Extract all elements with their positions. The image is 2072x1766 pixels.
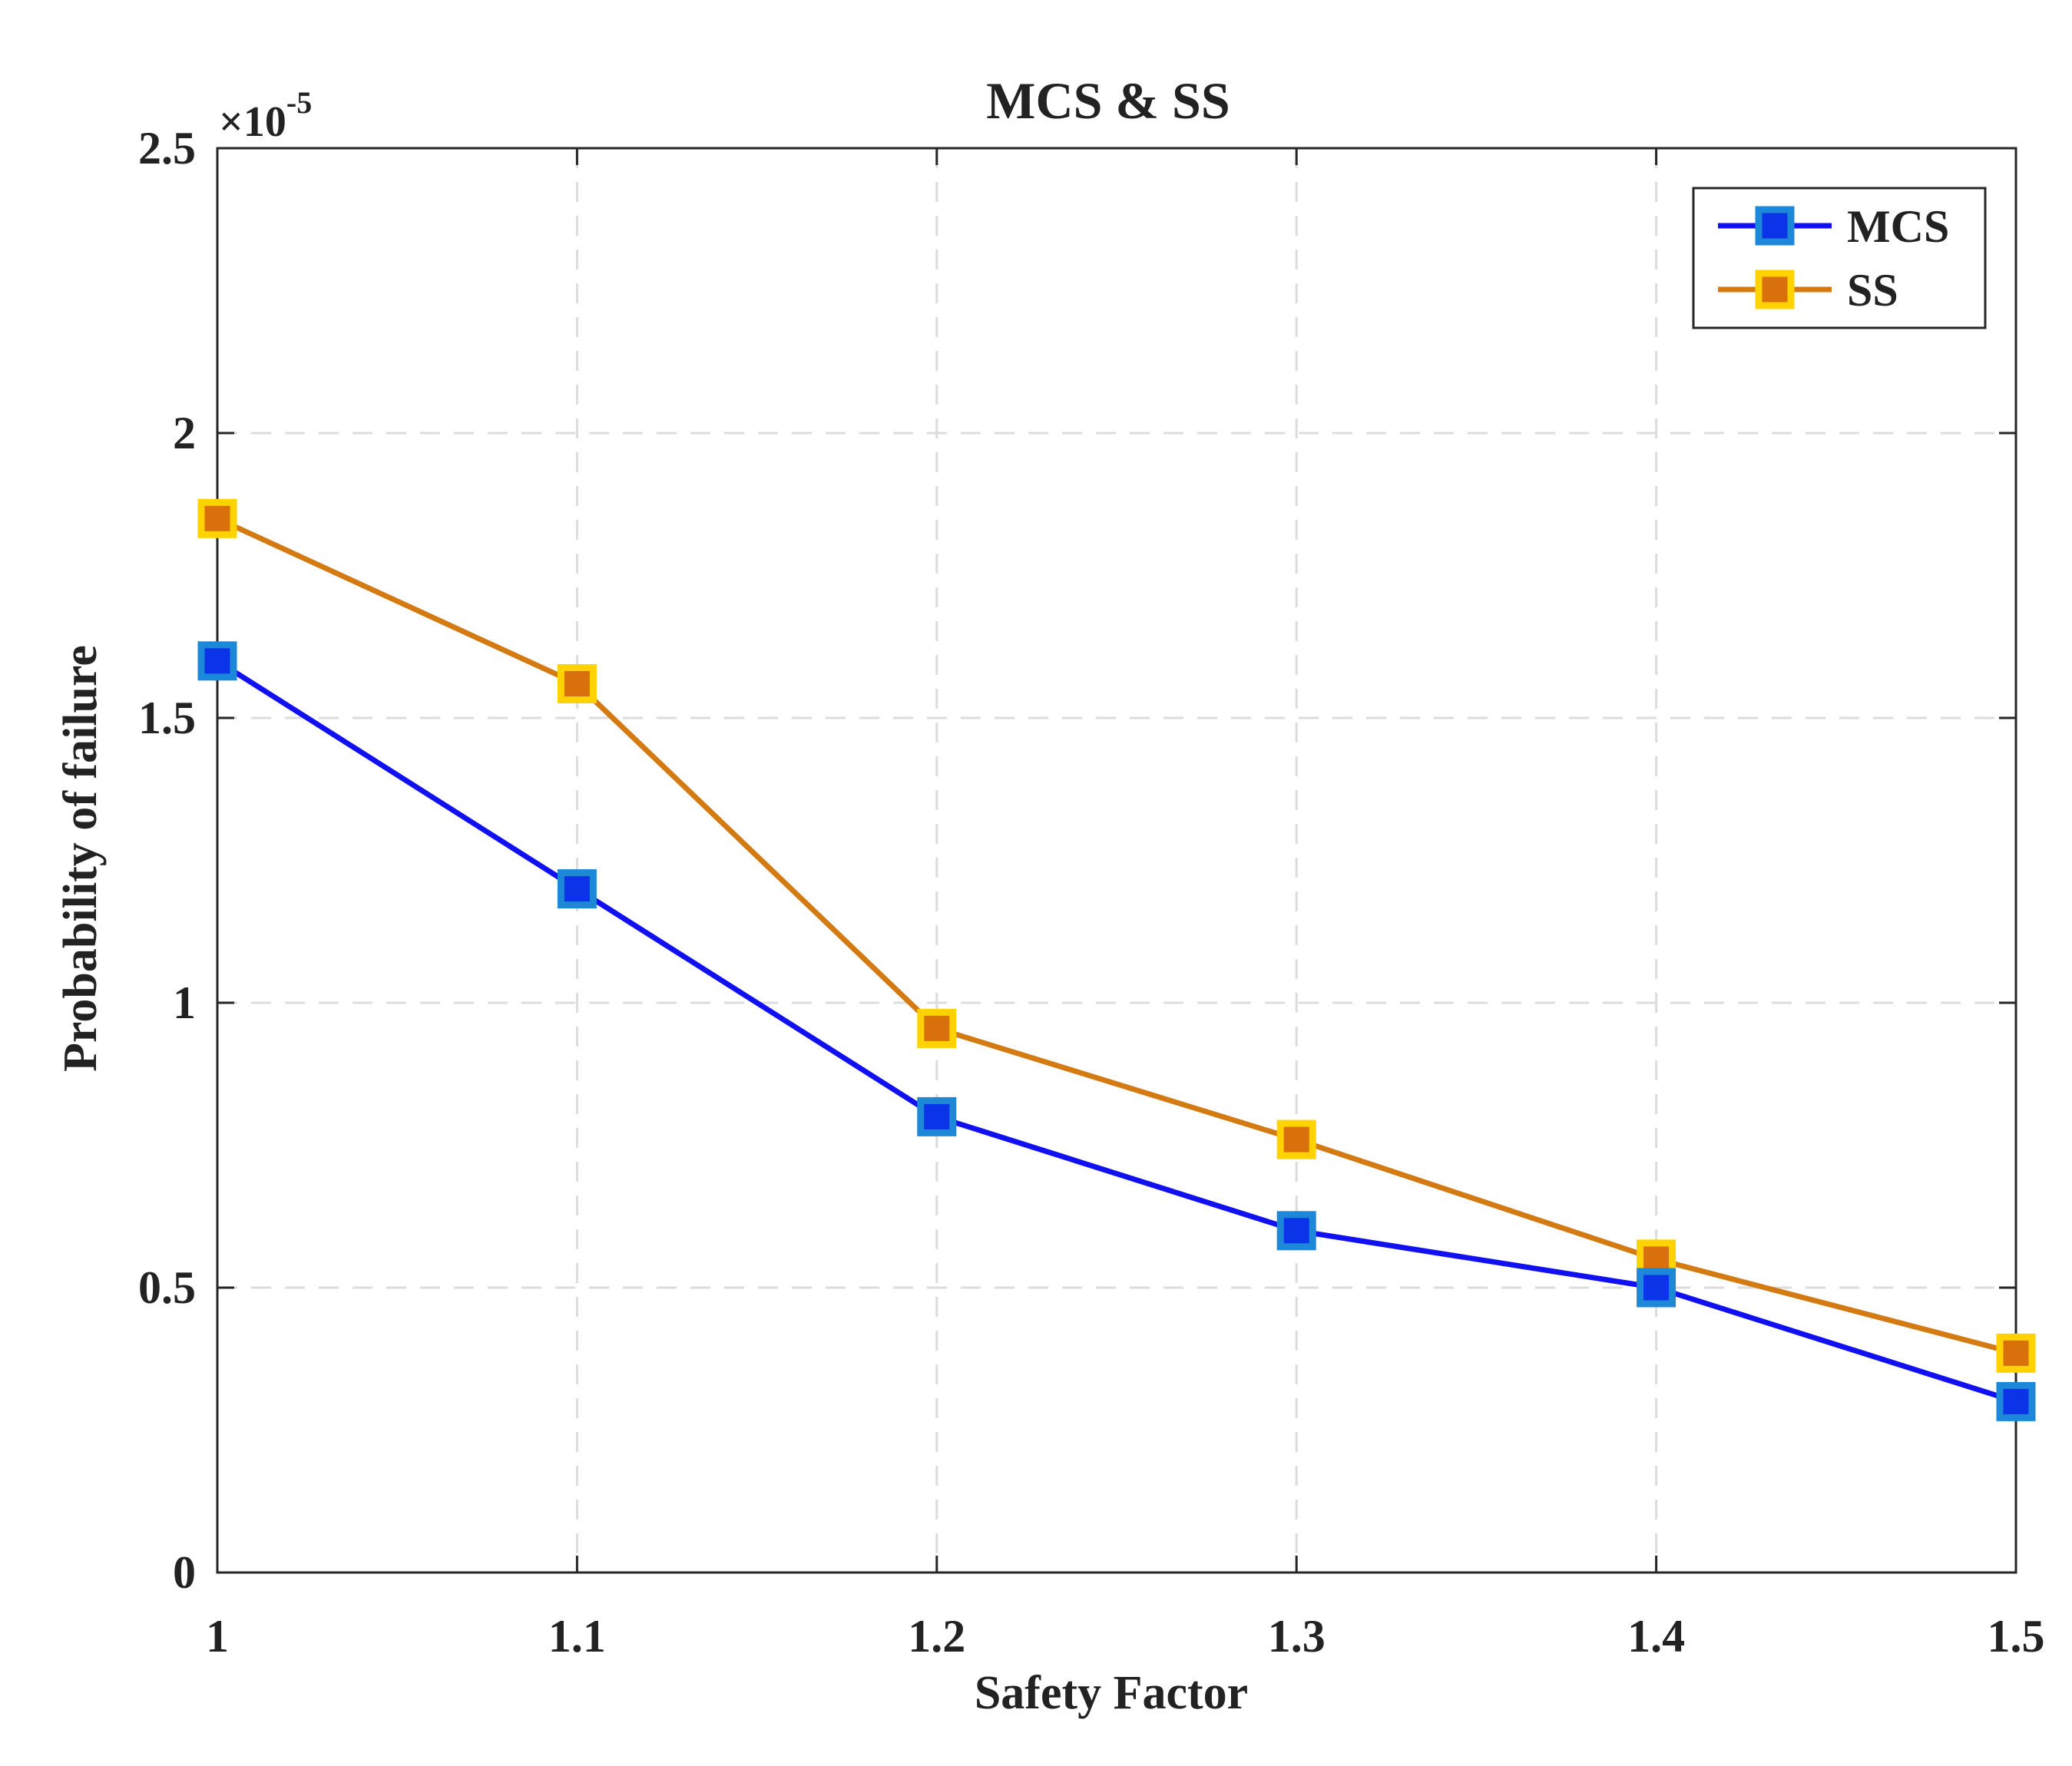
y-exponent-power: -5	[286, 85, 312, 120]
y-axis-exponent: ×10-5	[219, 85, 312, 146]
data-point-mcs	[1276, 1211, 1316, 1251]
data-point-mcs	[917, 1096, 957, 1136]
data-point-ss	[917, 1008, 957, 1048]
legend-label-mcs: MCS	[1847, 201, 1949, 252]
series-line-mcs	[216, 658, 2017, 1404]
y-axis-label: Probability of failure	[55, 645, 107, 1072]
data-point-ss	[1996, 1333, 2036, 1373]
y-tick-label: 0	[173, 1547, 196, 1598]
legend: MCS SS	[1692, 187, 1987, 329]
series	[197, 498, 2036, 1421]
y-exponent-prefix: ×10	[219, 98, 286, 146]
y-tick-labels: 0 0.5 1 1.5 2 2.5	[138, 123, 196, 1598]
data-point-mcs	[1637, 1268, 1676, 1308]
x-tick-label: 1	[206, 1611, 229, 1662]
legend-marker-mcs	[1755, 206, 1795, 246]
y-tick-label: 1	[173, 977, 196, 1028]
legend-marker-ss	[1755, 270, 1795, 309]
data-point-ss	[197, 498, 237, 538]
x-tick-label: 1.4	[1627, 1611, 1685, 1662]
y-tick-label: 0.5	[138, 1262, 196, 1313]
y-tick-label: 1.5	[138, 693, 196, 743]
grid	[217, 148, 2016, 1573]
y-tick-label: 2.5	[138, 123, 196, 174]
chart-title: MCS & SS	[986, 71, 1230, 130]
data-point-ss	[1276, 1119, 1316, 1159]
data-point-ss	[557, 663, 597, 703]
x-axis-label: Safety Factor	[975, 1667, 1248, 1719]
x-tick-label: 1.5	[1988, 1611, 2045, 1662]
data-point-mcs	[197, 641, 237, 681]
x-tick-label: 1.2	[908, 1611, 965, 1662]
x-tick-labels: 1 1.1 1.2 1.3 1.4 1.5	[206, 1611, 2045, 1662]
plot-frame	[216, 147, 2017, 1574]
x-tick-label: 1.1	[548, 1611, 606, 1662]
data-point-mcs	[1996, 1381, 2036, 1421]
tick-marks	[216, 147, 2017, 1574]
series-mcs	[197, 641, 2036, 1421]
series-ss	[197, 498, 2036, 1373]
legend-label-ss: SS	[1847, 265, 1898, 316]
y-tick-label: 2	[173, 408, 196, 458]
series-line-ss	[216, 516, 2017, 1356]
x-tick-label: 1.3	[1268, 1611, 1326, 1662]
legend-box	[1692, 187, 1987, 329]
data-point-mcs	[557, 869, 597, 909]
